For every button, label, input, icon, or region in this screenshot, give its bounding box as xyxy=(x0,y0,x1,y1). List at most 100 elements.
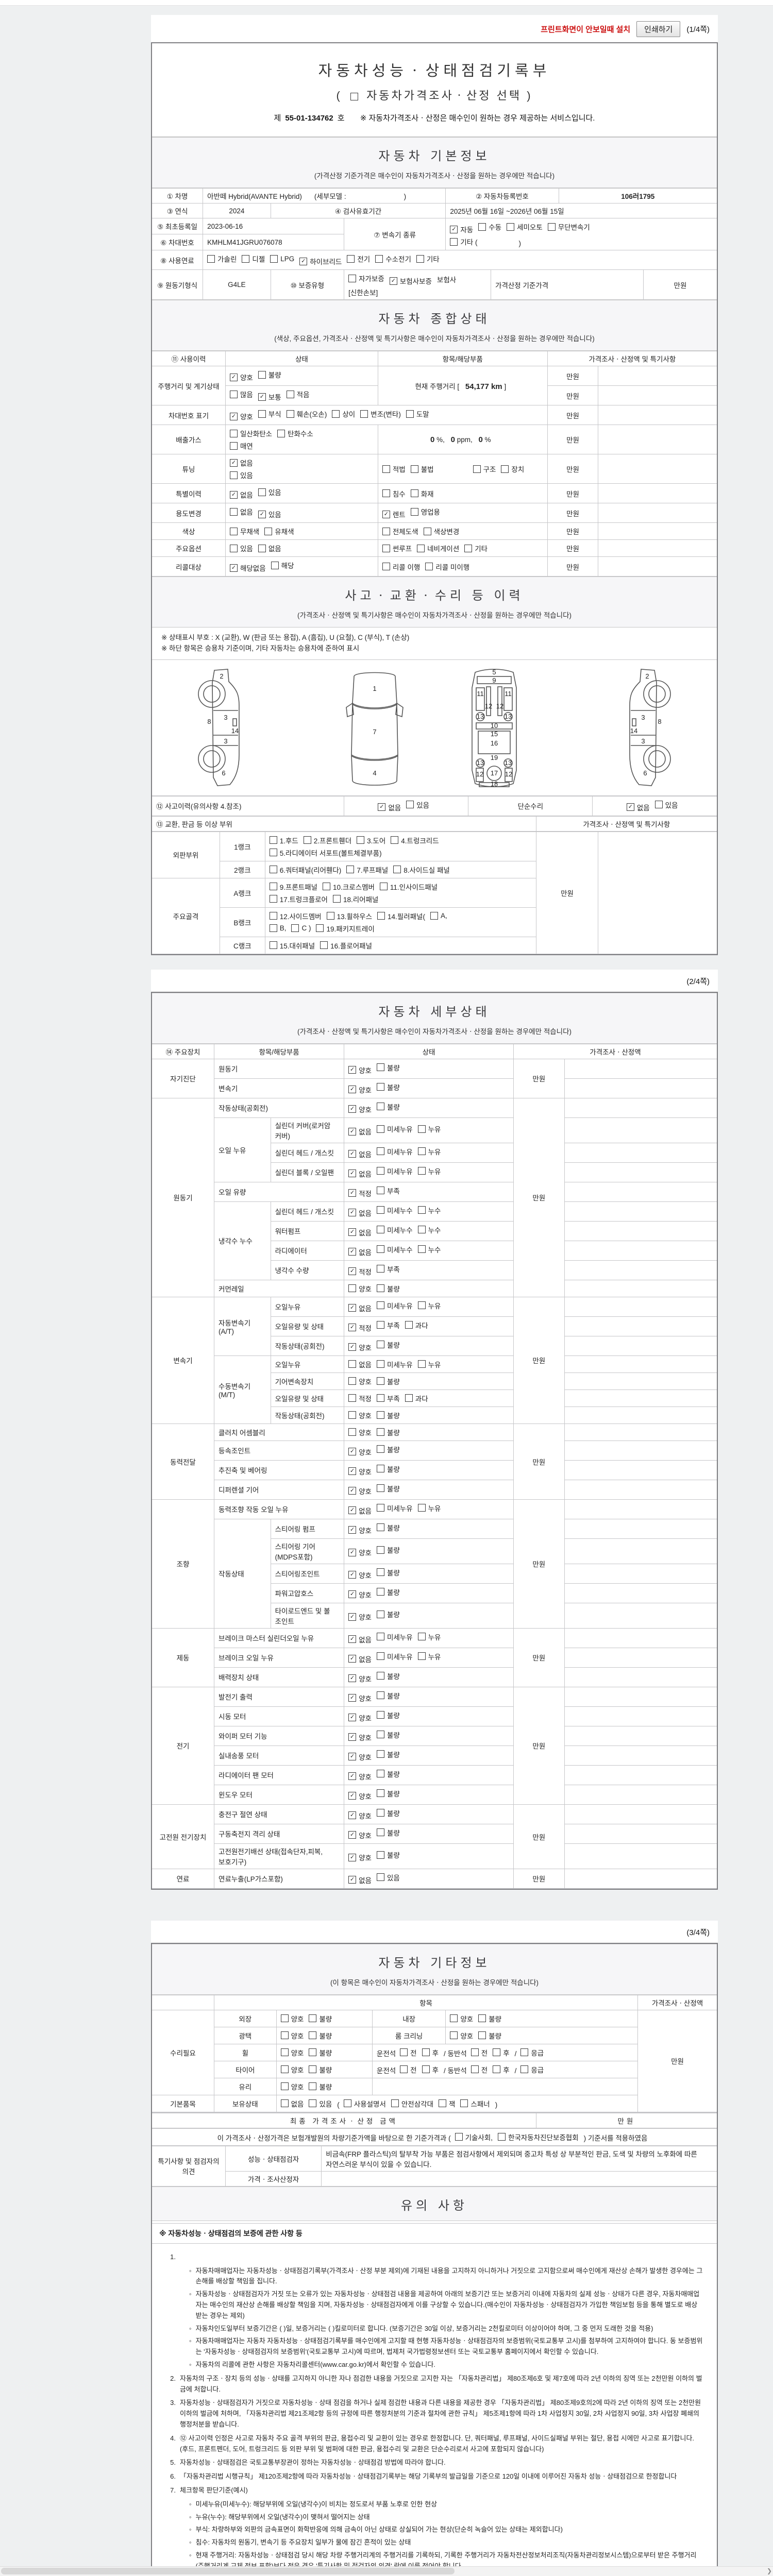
checkbox-변조(변타): 변조(변타) xyxy=(360,409,401,419)
checkbox-없음: 없음 xyxy=(348,1359,372,1369)
section-other: 자동차 기타정보 (이 항목은 매수인이 자동차가격조사ㆍ산정을 원하는 경우에… xyxy=(152,1943,717,1995)
table-cell xyxy=(564,1686,717,1707)
table-cell: 양호 불량 xyxy=(344,1423,514,1441)
print-button[interactable]: 인쇄하기 xyxy=(636,21,681,37)
table-cell: 만원 xyxy=(547,385,599,405)
page-3: 자동차 기타정보 (이 항목은 매수인이 자동차가격조사ㆍ산정을 원하는 경우에… xyxy=(151,1942,718,2576)
svg-text:1: 1 xyxy=(373,685,376,692)
table-cell: 용도변경 xyxy=(152,503,226,523)
table-cell: 양호 불량 xyxy=(344,1279,514,1297)
checkbox-리콜 이행: 리콜 이행 xyxy=(382,562,420,572)
checkbox-13.휠하우스: 13.휠하우스 xyxy=(326,911,372,921)
table-cell: ⑨ 원동기형식 xyxy=(152,269,204,300)
table-cell: ✓ 없음 미세누유 누유 xyxy=(344,1142,514,1163)
table-cell: 없음 ✓ 있음 xyxy=(225,503,378,523)
table-cell: 실린더 헤드 / 개스킷 xyxy=(271,1142,345,1163)
table-cell: 양호 불량 xyxy=(445,2026,638,2044)
table-cell: 변속기 xyxy=(214,1078,345,1098)
table-cell: 내장 xyxy=(372,2009,446,2027)
svg-text:13: 13 xyxy=(477,713,484,720)
table-cell: 휠 xyxy=(214,2043,277,2061)
scrollbar-thumb[interactable] xyxy=(1,2568,455,2574)
table-cell: ✓ 없음 있음 xyxy=(592,795,717,816)
table-cell: 변속기 xyxy=(152,1296,215,1424)
page-marker-1: (1/4쪽) xyxy=(686,25,710,34)
checkbox-가솔린: 가솔린 xyxy=(207,253,237,264)
checkbox-많음: 많음 xyxy=(229,389,253,399)
table-cell: ✓ 양호 불량 xyxy=(344,1078,514,1098)
svg-text:12: 12 xyxy=(485,702,492,710)
table-cell xyxy=(564,1058,717,1079)
checkbox-있음: 있음 xyxy=(406,800,429,810)
table-cell: ✓ 양호 불량 xyxy=(344,1725,514,1746)
checkbox-전: 전 xyxy=(400,2064,417,2075)
checkbox-누유: 누유 xyxy=(417,1166,441,1176)
checkbox-적음: 적음 xyxy=(286,389,310,399)
table-cell: 스티어링조인트 xyxy=(271,1563,345,1584)
table-cell: 주요골격 xyxy=(152,877,221,954)
checkbox-없음: ✓ 없음 xyxy=(626,802,650,812)
table-cell: ✓ 양호 불량 xyxy=(344,1583,514,1603)
table-cell: 성능ㆍ상태점검자 xyxy=(225,2145,322,2172)
checkbox-불량: 불량 xyxy=(309,2064,332,2075)
table-cell: KMHLM41JGRU076078 xyxy=(203,234,344,250)
table-cell: 최종 가격조사ㆍ산정 금액 xyxy=(152,2112,536,2128)
table-cell: 만원 xyxy=(547,405,599,425)
svg-text:13: 13 xyxy=(505,713,512,720)
checkbox-전체도색: 전체도색 xyxy=(382,526,418,536)
scrollbar-right-arrow[interactable]: ❯ xyxy=(766,2567,772,2574)
checkbox-6.쿼터패널(리어휀다): 6.쿼터패널(리어휀다) xyxy=(269,865,341,875)
table-cell xyxy=(598,483,717,503)
table-cell: 수동변속기 (M/T) xyxy=(214,1355,271,1424)
checkbox-양호: ✓ 양호 xyxy=(348,1810,372,1821)
checkbox-기타 (: 기타 ( xyxy=(450,236,477,247)
checkbox-보통: ✓ 보통 xyxy=(258,392,281,402)
table-cell: ① 차명 xyxy=(152,188,204,204)
checkbox-양호: 양호 xyxy=(280,2030,304,2041)
table-cell: ✓ 양호 불량 xyxy=(344,1843,514,1869)
checkbox-A,: A, xyxy=(430,912,447,920)
checkbox-불량: 불량 xyxy=(376,1808,400,1818)
checkbox-불량: 불량 xyxy=(376,1850,400,1860)
checkbox-적법: 적법 xyxy=(382,464,406,474)
checkbox-부족: 부족 xyxy=(376,1320,400,1330)
checkbox-상이: 상이 xyxy=(332,409,355,419)
table-cell: 무채색 유채색 xyxy=(225,522,378,540)
document-title: 자동차성능ㆍ상태점검기록부 xyxy=(318,63,551,79)
checkbox-양호: ✓ 양호 xyxy=(348,1791,372,1801)
checkbox-불량: 불량 xyxy=(309,2013,332,2024)
table-cell: ✓ 없음 미세누유 누유 xyxy=(344,1162,514,1182)
checkbox-불량: 불량 xyxy=(376,1340,400,1350)
table-cell xyxy=(564,1316,717,1336)
table-cell: 만원 xyxy=(535,831,599,954)
table-cell: 2023-06-16 xyxy=(203,218,345,234)
table-cell xyxy=(564,1221,717,1241)
checkbox-불량: 불량 xyxy=(376,1062,400,1073)
table-cell: 동력조향 작동 오일 누유 xyxy=(214,1499,345,1519)
table-cell: ⑫ 사고이력(유의사항 4.참조) xyxy=(152,795,345,816)
print-install-link[interactable]: 프린트화면이 안보일때 설치 xyxy=(541,25,631,34)
checkbox-전: 전 xyxy=(470,2047,488,2058)
table-cell: 냉각수 누수 xyxy=(214,1201,271,1280)
checkbox-양호: 양호 xyxy=(280,2081,304,2092)
svg-text:8: 8 xyxy=(207,718,211,725)
checkbox-없음: ✓ 없음 xyxy=(229,489,253,500)
horizontal-scrollbar[interactable]: ❯ xyxy=(0,2566,773,2576)
table-cell: 클러치 어셈블리 xyxy=(214,1423,345,1441)
checkbox-양호: ✓ 양호 xyxy=(229,372,253,382)
table-cell: 운전석 전 후 / 동반석 전 후 / 응급 xyxy=(372,2043,638,2061)
table-cell: 추진축 및 베어링 xyxy=(214,1460,345,1480)
table-cell: 시동 모터 xyxy=(214,1706,345,1726)
section-comprehensive: 자동차 종합상태 (색상, 주요옵션, 가격조사ㆍ산정액 및 특기사항은 매수인… xyxy=(152,300,717,351)
checkbox-적정: 적정 xyxy=(348,1393,372,1403)
page2-header-bar: (2/4쪽) xyxy=(151,969,718,992)
table-cell: 가격조사ㆍ산정액 및 특기사항 xyxy=(535,816,717,832)
checkbox-색상변경: 색상변경 xyxy=(423,526,459,536)
table-cell: 외판부위 xyxy=(152,831,221,878)
checkbox-적정: ✓ 적정 xyxy=(348,1188,372,1198)
checkbox-미세누유: 미세누유 xyxy=(376,1146,413,1157)
table-cell xyxy=(564,1647,717,1668)
checkbox-불량: 불량 xyxy=(376,1483,400,1494)
checkbox-불량: 불량 xyxy=(258,369,281,380)
table-cell xyxy=(598,831,717,954)
